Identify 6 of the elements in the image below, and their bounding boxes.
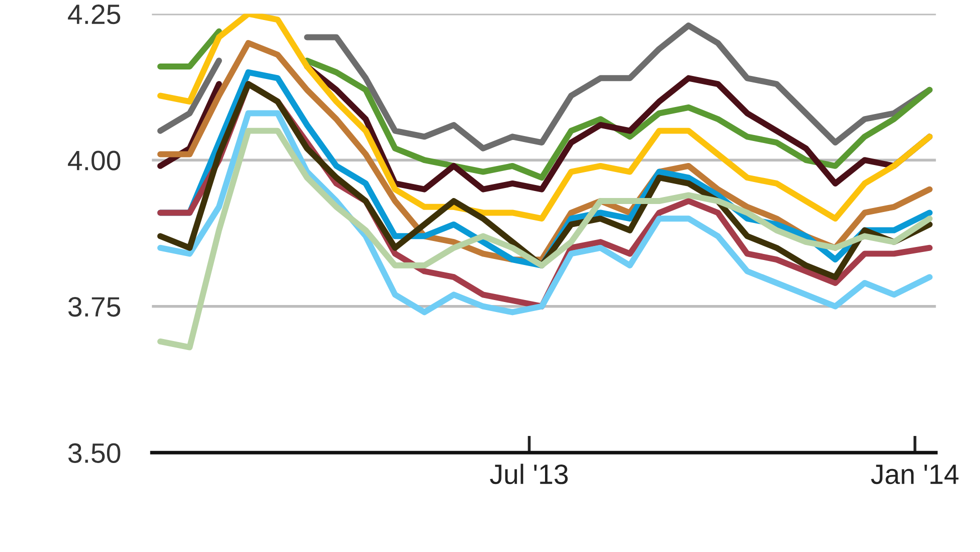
x-tick-label: Jan '14: [871, 464, 958, 484]
y-tick-label: 4.25: [68, 4, 120, 24]
y-tick-label: 3.75: [68, 297, 120, 317]
x-tick-label: Jul '13: [490, 464, 568, 484]
y-tick-label: 3.50: [68, 443, 120, 463]
y-tick-label: 4.00: [68, 150, 120, 170]
